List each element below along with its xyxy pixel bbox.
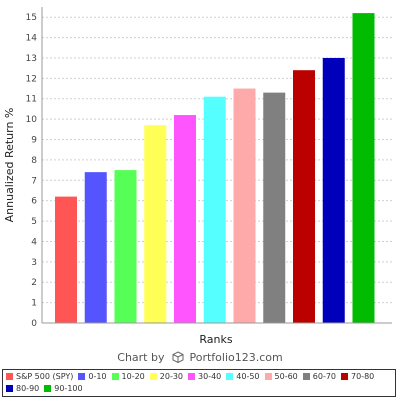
legend-item: 90-100 (44, 383, 83, 395)
legend-item: 70-80 (341, 371, 374, 383)
chart-credit: Chart by Portfolio123.com (0, 351, 400, 367)
y-tick-label: 14 (26, 34, 38, 44)
credit-prefix: Chart by (117, 351, 165, 364)
legend-label: 20-30 (159, 372, 184, 381)
bar-90-100 (352, 13, 375, 324)
legend-item: 50-60 (264, 371, 298, 383)
y-tick-label: 13 (26, 54, 37, 64)
legend-item: 60-70 (302, 371, 337, 383)
legend-item: 10-20 (111, 371, 145, 383)
bar-0-10 (84, 172, 107, 323)
y-tick-label: 12 (26, 74, 37, 84)
bars (55, 13, 375, 324)
y-tick-label: 2 (31, 278, 37, 288)
legend-label: 50-60 (274, 372, 298, 381)
bar-10-20 (114, 170, 137, 323)
bar-50-60 (233, 88, 256, 323)
bar-40-50 (203, 96, 226, 324)
legend-label: 10-20 (121, 372, 145, 381)
bar-30-40 (174, 115, 196, 324)
legend-label: 0-10 (88, 372, 107, 381)
legend-label: 80-90 (16, 384, 40, 393)
x-axis-label: Ranks (199, 333, 232, 346)
y-tick-label: 15 (26, 13, 37, 23)
axes (41, 7, 392, 324)
cube-logo-icon (172, 351, 184, 363)
legend-label: 90-100 (54, 384, 83, 393)
y-tick-label: 9 (31, 136, 37, 146)
legend-swatch (341, 372, 349, 380)
bar-20-30 (144, 125, 167, 323)
y-tick-label: 3 (31, 258, 37, 268)
y-tick-label: 1 (31, 299, 37, 309)
legend-swatch (264, 372, 272, 380)
y-tick-label: 6 (31, 197, 37, 207)
y-tick-label: 5 (31, 217, 37, 227)
y-tick-label: 7 (31, 176, 37, 186)
legend-swatch (226, 372, 234, 380)
y-tick-label: 10 (26, 115, 38, 125)
legend-item: 0-10 (78, 371, 107, 383)
y-tick-label: 0 (31, 319, 37, 329)
legend-swatch (6, 384, 13, 392)
legend-swatch (302, 372, 310, 380)
legend-swatch (111, 372, 119, 380)
legend: S&P 500 (SPY) 0-10 10-20 20-30 30-40 40-50 50-… (2, 369, 396, 397)
legend-item: 20-30 (149, 371, 184, 383)
legend-swatch (78, 372, 86, 380)
y-tick-label: 11 (26, 95, 37, 105)
legend-item: 30-40 (188, 371, 221, 383)
legend-label: 30-40 (198, 372, 222, 381)
legend-item: 40-50 (226, 371, 260, 383)
credit-brand: Portfolio123.com (189, 351, 283, 364)
legend-label: S&P 500 (SPY) (16, 372, 74, 381)
bar-60-70 (263, 92, 286, 323)
y-tick-label: 4 (31, 237, 37, 247)
bar-s-p-500-spy (55, 196, 77, 323)
legend-swatch (44, 384, 52, 392)
y-axis-label: Annualized Return % (3, 108, 16, 223)
bar-70-80 (293, 70, 315, 323)
bar-80-90 (322, 57, 345, 323)
legend-swatch (6, 372, 13, 380)
legend-item: S&P 500 (SPY) (6, 371, 73, 383)
legend-item: 80-90 (6, 383, 39, 395)
legend-swatch (149, 372, 157, 380)
legend-label: 70-80 (351, 372, 375, 381)
y-tick-label: 8 (31, 156, 37, 166)
legend-swatch (188, 372, 196, 380)
legend-label: 40-50 (236, 372, 260, 381)
legend-label: 60-70 (312, 372, 337, 381)
